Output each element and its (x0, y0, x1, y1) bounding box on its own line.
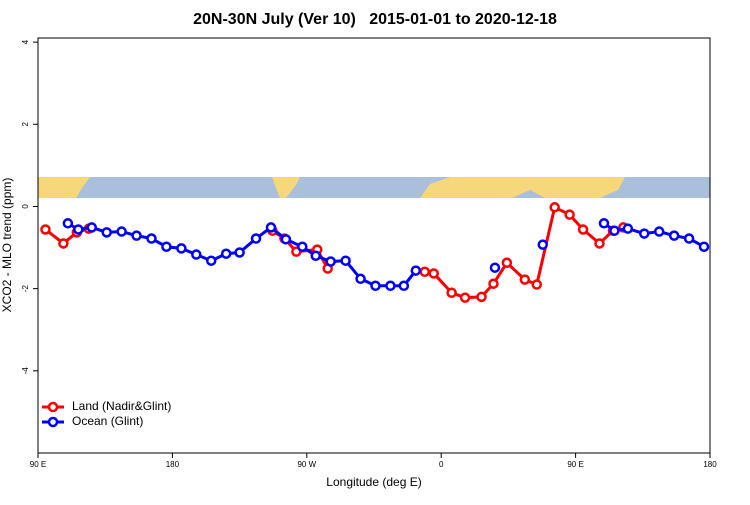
legend-label: Land (Nadir&Glint) (72, 399, 171, 413)
land-patch (272, 177, 300, 198)
y-tick-label: -2 (21, 285, 30, 293)
data-point (265, 222, 277, 233)
data-point (683, 233, 695, 244)
data-point (564, 209, 575, 220)
data-point (280, 234, 292, 245)
data-point (73, 224, 84, 235)
data-point (501, 257, 513, 269)
data-point (622, 223, 634, 234)
data-point (668, 230, 680, 241)
data-point (577, 224, 589, 235)
data-point (385, 280, 396, 292)
x-axis-label: Longitude (deg E) (326, 475, 421, 489)
data-point (62, 218, 74, 229)
data-point (419, 266, 431, 278)
data-point (398, 280, 410, 292)
data-point (653, 226, 665, 237)
y-axis-label: XCO2 - MLO trend (ppm) (0, 178, 14, 313)
legend-label: Ocean (Glint) (72, 414, 143, 428)
data-point (58, 238, 69, 249)
data-point (101, 227, 112, 238)
data-point (310, 250, 322, 262)
data-point (370, 280, 381, 292)
data-point (116, 226, 127, 237)
x-tick-label: 0 (439, 460, 444, 469)
data-point (191, 249, 202, 260)
y-tick-label: -4 (21, 367, 30, 375)
data-point (355, 273, 366, 285)
map-band (38, 177, 710, 198)
data-point (250, 233, 262, 244)
data-point (220, 248, 232, 259)
data-point (161, 241, 172, 252)
data-point (489, 262, 501, 273)
data-point (698, 241, 710, 252)
data-point (639, 228, 650, 239)
data-point (410, 265, 422, 276)
data-point (234, 247, 245, 258)
data-point (205, 255, 217, 266)
data-point (531, 279, 543, 290)
data-point (476, 291, 487, 303)
data-point (146, 233, 157, 244)
y-tick-label: 0 (21, 204, 30, 209)
data-point (325, 256, 336, 267)
data-point (297, 241, 308, 252)
data-point (340, 255, 351, 266)
land-patch (420, 177, 625, 198)
data-point (131, 230, 142, 241)
data-point (488, 278, 499, 289)
x-tick-label: 90 E (567, 460, 583, 469)
plot-frame (37, 37, 711, 454)
data-point (598, 218, 610, 229)
y-tick-label: 4 (21, 39, 30, 44)
data-point (609, 225, 620, 236)
data-point (176, 243, 187, 254)
legend-marker (47, 416, 59, 428)
chart-title: 20N-30N July (Ver 10) 2015-01-01 to 2020… (193, 11, 557, 28)
x-tick-label: 90 E (30, 460, 46, 469)
data-point (519, 274, 531, 285)
data-point (86, 222, 98, 233)
data-point (446, 287, 457, 299)
x-tick-label: 90 W (297, 460, 316, 469)
legend-marker (47, 401, 59, 413)
data-point (549, 202, 560, 213)
x-tick-label: 180 (703, 460, 717, 469)
data-point (428, 268, 439, 279)
y-tick-label: 2 (21, 122, 30, 127)
data-point (459, 292, 471, 303)
data-point (594, 238, 605, 249)
data-point (537, 239, 548, 250)
land-patch (38, 177, 90, 198)
x-tick-label: 180 (166, 460, 180, 469)
data-point (40, 224, 51, 235)
